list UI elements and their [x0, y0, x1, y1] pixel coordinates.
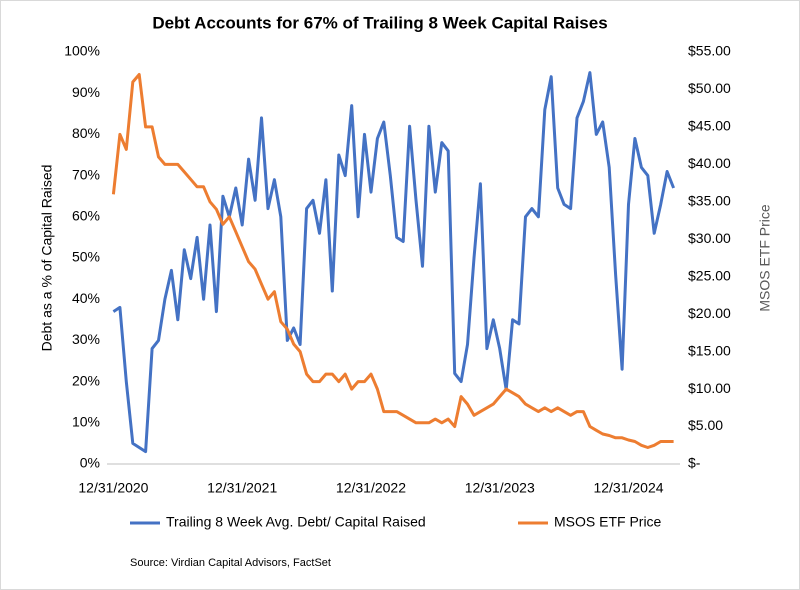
- y2-tick-label: $15.00: [688, 342, 731, 358]
- y2-tick-label: $40.00: [688, 155, 731, 171]
- y-axis-label: Debt as a % of Capital Raised: [39, 165, 55, 352]
- x-tick-label: 12/31/2023: [465, 480, 535, 496]
- source-note: Source: Virdian Capital Advisors, FactSe…: [130, 557, 331, 569]
- y-tick-label: 0%: [80, 455, 100, 471]
- y-tick-label: 40%: [72, 290, 100, 306]
- y-tick-label: 80%: [72, 125, 100, 141]
- y2-tick-label: $-: [688, 455, 701, 471]
- x-tick-label: 12/31/2022: [336, 480, 406, 496]
- series-line: [111, 73, 674, 449]
- y2-tick-label: $25.00: [688, 267, 731, 283]
- legend-label: MSOS ETF Price: [554, 514, 662, 530]
- x-tick-label: 12/31/2021: [207, 480, 277, 496]
- y-tick-label: 70%: [72, 166, 100, 182]
- y2-tick-label: $50.00: [688, 80, 731, 96]
- y-tick-label: 20%: [72, 372, 100, 388]
- y2-tick-label: $10.00: [688, 380, 731, 396]
- x-tick-label: 12/31/2024: [593, 480, 663, 496]
- y2-tick-label: $20.00: [688, 305, 731, 321]
- y-tick-label: 30%: [72, 331, 100, 347]
- y-tick-label: 60%: [72, 208, 100, 224]
- y2-tick-label: $45.00: [688, 118, 731, 134]
- y2-tick-label: $5.00: [688, 417, 723, 433]
- legend-label: Trailing 8 Week Avg. Debt/ Capital Raise…: [166, 514, 426, 530]
- y2-tick-label: $35.00: [688, 193, 731, 209]
- y-tick-label: 100%: [64, 43, 100, 59]
- y-tick-label: 10%: [72, 414, 100, 430]
- y-tick-label: 50%: [72, 249, 100, 265]
- series-line: [112, 71, 675, 454]
- y-tick-label: 90%: [72, 84, 100, 100]
- y2-tick-label: $55.00: [688, 43, 731, 59]
- chart-title: Debt Accounts for 67% of Trailing 8 Week…: [152, 13, 607, 32]
- x-tick-label: 12/31/2020: [78, 480, 148, 496]
- y2-tick-label: $30.00: [688, 230, 731, 246]
- y2-axis-label: MSOS ETF Price: [757, 204, 773, 312]
